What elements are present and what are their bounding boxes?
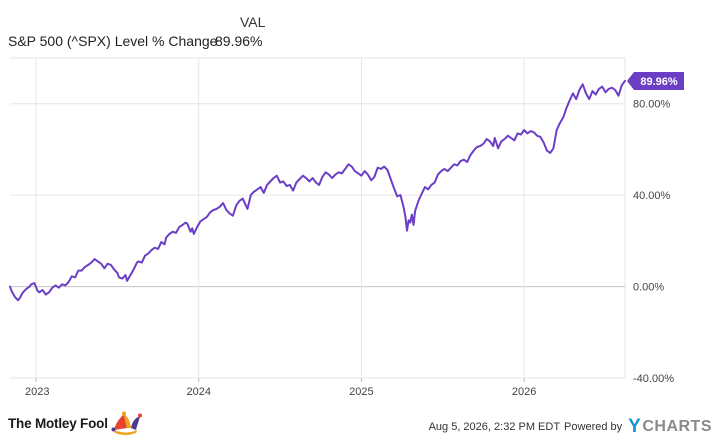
end-value-marker: 89.96%	[627, 71, 684, 90]
x-tick-label: 2024	[186, 386, 210, 398]
motley-fool-logo[interactable]: The Motley Fool	[8, 410, 144, 436]
legend-series-value: 89.96%	[215, 33, 263, 49]
powered-by-label: Powered by	[564, 421, 623, 433]
end-value-label: 89.96%	[640, 76, 678, 88]
y-tick-label: 0.00%	[633, 282, 664, 294]
attribution: Aug 5, 2026, 2:32 PM EDT Powered by Y CH…	[429, 416, 712, 438]
legend: VAL S&P 500 (^SPX) Level % Change 89.96%	[0, 0, 720, 60]
motley-fool-logo-text: The Motley Fool	[8, 415, 108, 431]
y-tick-label: 40.00%	[633, 190, 671, 202]
legend-column-header: VAL	[240, 14, 266, 30]
ycharts-logo-text: CHARTS	[642, 418, 712, 435]
x-tick-label: 2025	[349, 386, 373, 398]
grid	[10, 57, 626, 379]
axes: -40.00% 0.00% 40.00% 80.00% 2023 2024 2025 2026	[25, 99, 674, 398]
ycharts-logo[interactable]: Y CHARTS	[628, 416, 712, 438]
y-tick-label: 80.00%	[633, 99, 671, 111]
timestamp: Aug 5, 2026, 2:32 PM EDT	[428, 421, 561, 433]
end-value-badge	[627, 71, 684, 90]
x-tick-label: 2023	[25, 386, 49, 398]
x-tick-label: 2026	[512, 386, 536, 398]
series	[9, 79, 626, 302]
ycharts-logo-y: Y	[628, 416, 642, 437]
y-tick-label: -40.00%	[633, 373, 674, 385]
series-line	[9, 79, 626, 302]
footer: The Motley Fool Aug 5, 2026, 2:32 PM EDT…	[0, 404, 720, 441]
jester-hat-icon	[111, 411, 142, 435]
legend-series-name: S&P 500 (^SPX) Level % Change	[8, 33, 218, 49]
